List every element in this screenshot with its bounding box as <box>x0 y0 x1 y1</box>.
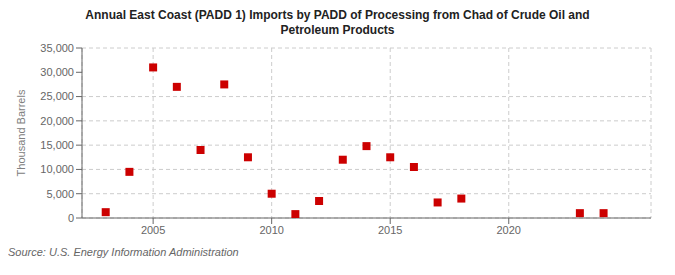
svg-text:2010: 2010 <box>259 224 283 236</box>
svg-text:2005: 2005 <box>141 224 165 236</box>
html-text:Source: U.S. Energy Informatio: Source: U.S. Energy Information Administ… <box>8 246 239 258</box>
svg-text:10,000: 10,000 <box>40 163 74 175</box>
html-text:Petroleum Products: Petroleum Products <box>280 23 395 37</box>
html-text:Annual East Coast (PADD 1) Imp: Annual East Coast (PADD 1) Imports by PA… <box>85 8 590 22</box>
svg-text:2020: 2020 <box>497 224 521 236</box>
svg-text:0: 0 <box>68 212 74 224</box>
svg-text:35,000: 35,000 <box>40 42 74 54</box>
svg-text:2015: 2015 <box>378 224 402 236</box>
svg-text:20,000: 20,000 <box>40 115 74 127</box>
svg-text:25,000: 25,000 <box>40 90 74 102</box>
svg-text:Thousand Barrels: Thousand Barrels <box>15 89 27 176</box>
svg-text:30,000: 30,000 <box>40 66 74 78</box>
svg-text:15,000: 15,000 <box>40 139 74 151</box>
svg-text:5,000: 5,000 <box>46 188 74 200</box>
